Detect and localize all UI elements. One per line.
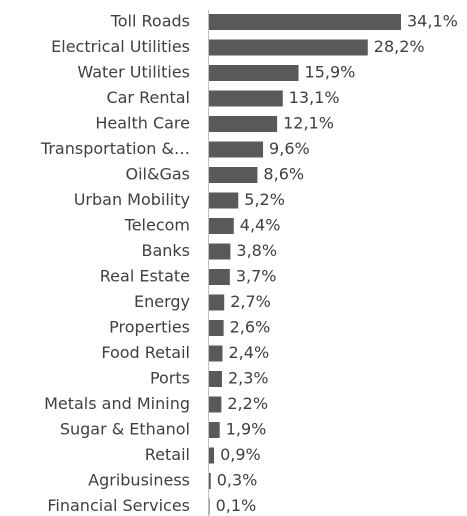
value-label: 28,2% — [374, 37, 425, 56]
category-label: Properties — [109, 318, 190, 337]
category-label: Energy — [134, 292, 190, 311]
value-label: 2,3% — [228, 369, 269, 388]
value-label: 8,6% — [263, 165, 304, 184]
bar — [209, 473, 211, 489]
category-label: Ports — [150, 369, 190, 388]
value-label: 0,3% — [217, 471, 258, 490]
category-label: Real Estate — [100, 267, 190, 286]
category-label: Transportation &… — [40, 139, 190, 158]
value-label: 2,2% — [227, 394, 268, 413]
bar — [209, 371, 222, 387]
value-label: 13,1% — [289, 88, 340, 107]
category-label: Electrical Utilities — [51, 37, 190, 56]
value-label: 2,7% — [230, 292, 271, 311]
bar — [209, 65, 299, 81]
value-label: 0,1% — [216, 496, 257, 515]
category-label: Health Care — [95, 114, 190, 133]
bar — [209, 447, 215, 464]
category-label: Toll Roads — [110, 12, 190, 31]
value-label: 12,1% — [283, 114, 334, 133]
category-label: Banks — [141, 241, 190, 260]
value-label: 9,6% — [269, 139, 310, 158]
value-label: 3,7% — [236, 267, 277, 286]
bar — [209, 14, 401, 30]
value-label: 5,2% — [244, 190, 285, 209]
bar — [209, 320, 224, 336]
category-label: Food Retail — [101, 343, 190, 362]
category-label: Financial Services — [47, 496, 190, 515]
bar — [209, 498, 210, 515]
value-label: 3,8% — [236, 241, 277, 260]
bar — [209, 90, 283, 107]
bar — [209, 39, 368, 56]
bar — [209, 422, 220, 438]
category-label: Water Utilities — [77, 63, 190, 82]
category-label: Metals and Mining — [44, 394, 190, 413]
value-label: 1,9% — [226, 420, 267, 439]
bar — [209, 141, 264, 158]
bar — [209, 294, 225, 311]
category-label: Car Rental — [106, 88, 190, 107]
bar — [209, 396, 222, 413]
value-label: 15,9% — [305, 63, 356, 82]
bar — [209, 243, 231, 260]
category-label: Telecom — [124, 216, 190, 235]
bar — [209, 116, 278, 132]
category-label: Oil&Gas — [126, 165, 191, 184]
value-label: 34,1% — [407, 12, 458, 31]
bar — [209, 269, 230, 285]
category-label: Retail — [145, 445, 190, 464]
value-label: 4,4% — [240, 216, 281, 235]
bar — [209, 192, 239, 209]
category-label: Agribusiness — [88, 471, 190, 490]
category-label: Urban Mobility — [74, 190, 190, 209]
category-label: Sugar & Ethanol — [60, 420, 190, 439]
bar — [209, 345, 223, 362]
value-label: 0,9% — [220, 445, 261, 464]
value-label: 2,6% — [230, 318, 271, 337]
value-label: 2,4% — [229, 343, 270, 362]
bar — [209, 218, 234, 234]
bar — [209, 167, 258, 183]
